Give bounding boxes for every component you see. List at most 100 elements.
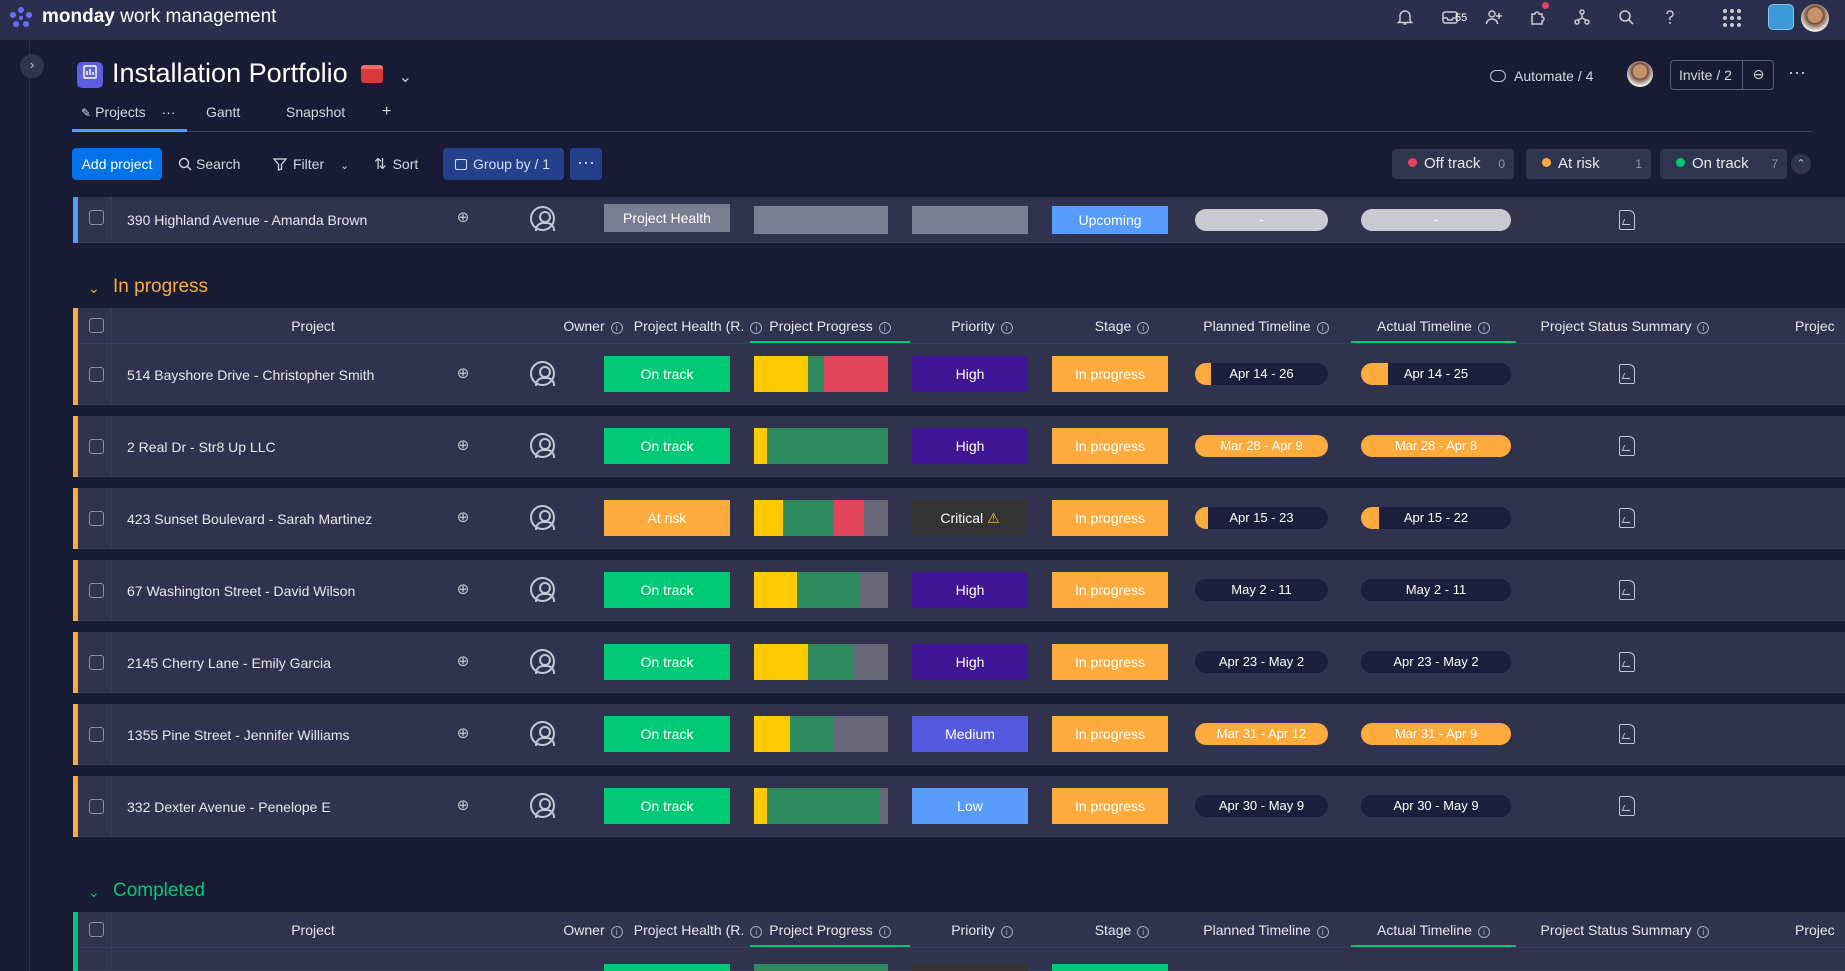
priority-status[interactable]: High [912, 428, 1028, 464]
board-member-avatar[interactable] [1627, 61, 1653, 87]
add-update-icon[interactable]: ⊕ [456, 509, 470, 526]
column-header-extra[interactable]: Projec [1795, 308, 1845, 344]
project-name[interactable]: 390 Highland Avenue - Amanda Brown [127, 212, 368, 228]
owner-avatar-empty[interactable] [530, 793, 555, 818]
project-name[interactable]: 2 Real Dr - Str8 Up LLC [127, 439, 276, 455]
planned-timeline[interactable]: Mar 28 - Apr 9 [1195, 435, 1328, 457]
actual-timeline[interactable]: Mar 28 - Apr 8 [1361, 435, 1511, 457]
sort-button[interactable]: ⇅ Sort [374, 148, 418, 180]
status-summary-doc-icon[interactable] [1619, 508, 1635, 528]
owner-avatar-empty[interactable] [530, 206, 555, 231]
select-all-checkbox[interactable] [89, 922, 104, 937]
stage-status[interactable]: In progress [1052, 644, 1168, 680]
row-checkbox[interactable] [89, 439, 104, 454]
owner-avatar-empty[interactable] [530, 649, 555, 674]
group-title-completed[interactable]: Completed [113, 880, 205, 901]
apps-grid-icon[interactable] [1721, 8, 1743, 30]
expand-sidebar-icon[interactable]: › [20, 54, 44, 78]
workspace-logo-icon[interactable] [1768, 4, 1794, 30]
row-checkbox[interactable] [89, 655, 104, 670]
tab-projects[interactable]: ✎ Projects ··· [81, 104, 176, 120]
actual-timeline[interactable]: Apr 30 - May 9 [1361, 795, 1511, 817]
table-row[interactable]: 332 Dexter Avenue - Penelope E ⊕ On trac… [73, 776, 1845, 837]
health-status[interactable] [604, 964, 730, 971]
column-header-health[interactable]: Project Health (R. i [628, 308, 768, 344]
project-name[interactable]: 1355 Pine Street - Jennifer Williams [127, 727, 350, 743]
column-header-priority[interactable]: Priority i [912, 308, 1052, 344]
monday-logo-icon[interactable] [8, 6, 34, 30]
table-row[interactable]: 2145 Cherry Lane - Emily Garcia ⊕ On tra… [73, 632, 1845, 693]
stage-status[interactable]: In progress [1052, 572, 1168, 608]
at-risk-filter[interactable]: At risk 1 [1526, 149, 1651, 179]
table-row[interactable]: 67 Washington Street - David Wilson ⊕ On… [73, 560, 1845, 621]
health-status[interactable]: On track [604, 788, 730, 824]
user-avatar[interactable] [1801, 4, 1829, 32]
planned-timeline[interactable]: Apr 14 - 26 [1195, 363, 1328, 385]
row-checkbox[interactable] [89, 367, 104, 382]
tab-snapshot[interactable]: Snapshot [286, 104, 346, 120]
info-icon[interactable]: i [1316, 322, 1329, 334]
health-status[interactable]: On track [604, 716, 730, 752]
collapse-filters-icon[interactable]: ⌃ [1791, 154, 1811, 174]
add-update-icon[interactable]: ⊕ [456, 581, 470, 598]
project-name[interactable]: 2145 Cherry Lane - Emily Garcia [127, 655, 331, 671]
table-row[interactable]: 514 Bayshore Drive - Christopher Smith ⊕… [73, 344, 1845, 405]
priority-status[interactable] [912, 964, 1028, 971]
column-header-owner[interactable]: Owner i [553, 912, 633, 948]
info-icon[interactable]: i [878, 322, 891, 334]
search-button[interactable]: Search [178, 148, 240, 180]
actual-timeline[interactable]: May 2 - 11 [1361, 579, 1511, 601]
health-status[interactable]: On track [604, 356, 730, 392]
actual-timeline[interactable]: Apr 23 - May 2 [1361, 651, 1511, 673]
inbox-icon[interactable]: 55 [1439, 8, 1467, 30]
add-update-icon[interactable]: ⊕ [456, 797, 470, 814]
owner-avatar-empty[interactable] [530, 433, 555, 458]
status-summary-doc-icon[interactable] [1619, 724, 1635, 744]
status-summary-doc-icon[interactable] [1619, 436, 1635, 456]
info-icon[interactable]: i [878, 926, 891, 938]
status-summary-doc-icon[interactable] [1619, 796, 1635, 816]
tab-more-icon[interactable]: ··· [161, 104, 176, 120]
info-icon[interactable]: i [1000, 926, 1013, 938]
stage-status[interactable]: In progress [1052, 788, 1168, 824]
add-project-button[interactable]: Add project [72, 148, 162, 180]
actual-timeline[interactable]: Mar 31 - Apr 9 [1361, 723, 1511, 745]
project-name[interactable]: 67 Washington Street - David Wilson [127, 583, 356, 599]
priority-status[interactable]: Low [912, 788, 1028, 824]
column-header-extra[interactable]: Projec [1795, 912, 1845, 948]
priority-status[interactable]: Medium [912, 716, 1028, 752]
priority-status[interactable]: High [912, 356, 1028, 392]
info-icon[interactable]: i [1697, 926, 1710, 938]
planned-timeline[interactable]: Mar 31 - Apr 12 [1195, 723, 1328, 745]
priority-status[interactable]: High [912, 644, 1028, 680]
board-title[interactable]: Installation Portfolio ⌄ [112, 58, 412, 89]
info-icon[interactable]: i [1697, 322, 1710, 334]
table-row[interactable]: 1355 Pine Street - Jennifer Williams ⊕ O… [73, 704, 1845, 765]
bell-icon[interactable] [1394, 8, 1416, 30]
column-header-stage[interactable]: Stage i [1052, 308, 1192, 344]
group-by-button[interactable]: Group by / 1 [443, 148, 564, 180]
info-icon[interactable]: i [1477, 926, 1490, 938]
stage-status[interactable]: Upcoming [1052, 206, 1168, 234]
actual-timeline[interactable]: Apr 15 - 22 [1361, 507, 1511, 529]
column-header-stage[interactable]: Stage i [1052, 912, 1192, 948]
row-checkbox[interactable] [89, 727, 104, 742]
search-icon[interactable] [1615, 8, 1637, 30]
group-collapse-chevron-icon[interactable]: ⌄ [88, 884, 100, 900]
table-row[interactable] [73, 948, 1845, 971]
stage-status[interactable]: In progress [1052, 500, 1168, 536]
priority-empty[interactable] [912, 206, 1028, 234]
row-checkbox[interactable] [89, 511, 104, 526]
group-title-in-progress[interactable]: In progress [113, 276, 209, 297]
planned-timeline[interactable]: Apr 30 - May 9 [1195, 795, 1328, 817]
toolbar-more-button[interactable]: ··· [570, 148, 602, 180]
brand-name[interactable]: monday work management [42, 6, 276, 28]
title-chevron-down-icon[interactable]: ⌄ [398, 69, 413, 86]
info-icon[interactable]: i [610, 322, 623, 334]
info-icon[interactable]: i [1316, 926, 1329, 938]
stage-status[interactable]: In progress [1052, 356, 1168, 392]
group-collapse-chevron-icon[interactable]: ⌄ [88, 280, 100, 296]
info-icon[interactable]: i [750, 322, 763, 334]
table-row[interactable]: 2 Real Dr - Str8 Up LLC ⊕ On track High … [73, 416, 1845, 477]
help-icon[interactable] [1659, 8, 1681, 30]
